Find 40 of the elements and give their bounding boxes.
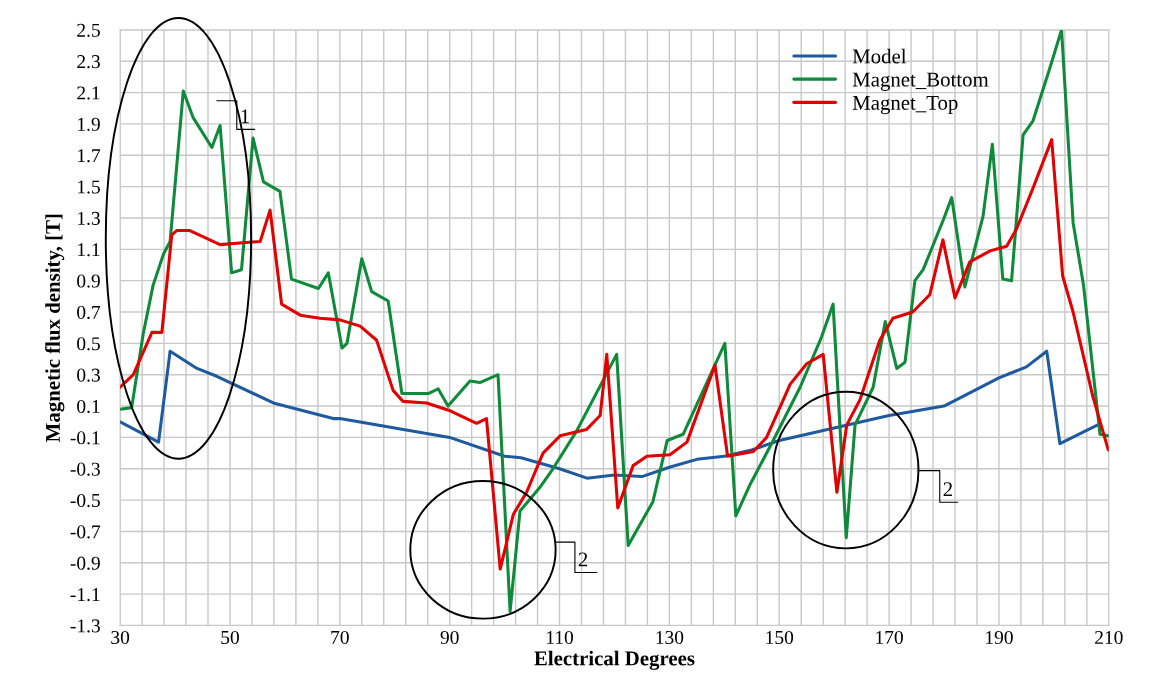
x-tick-label: 130 bbox=[656, 630, 684, 645]
y-tick-label: 0.3 bbox=[77, 368, 100, 382]
annotation: 2 bbox=[578, 552, 588, 567]
x-axis-title: Electrical Degrees bbox=[534, 650, 695, 670]
annotation: 1 bbox=[241, 109, 249, 124]
y-tick-label: 0.5 bbox=[77, 337, 100, 351]
x-tick-label: 190 bbox=[986, 630, 1013, 645]
y-tick-label: -0.7 bbox=[70, 525, 101, 539]
y-tick-label: -0.5 bbox=[70, 493, 100, 508]
legend-label: Magnet_Bottom bbox=[852, 72, 989, 91]
y-tick-label: 0.9 bbox=[77, 274, 100, 288]
x-tick-label: 210 bbox=[1095, 630, 1123, 645]
y-tick-label: 2.5 bbox=[77, 23, 100, 37]
y-tick-label: 0.1 bbox=[77, 399, 100, 414]
x-tick-label: 110 bbox=[547, 630, 574, 645]
y-tick-label: 1.7 bbox=[78, 149, 101, 163]
x-tick-label: 70 bbox=[331, 630, 349, 645]
legend-label: Model bbox=[852, 48, 907, 64]
line-series bbox=[120, 349, 1100, 480]
line-series bbox=[120, 138, 1109, 571]
y-tick-label: -0.9 bbox=[70, 556, 100, 570]
legend-label: Magnet_Top bbox=[852, 96, 958, 115]
y-tick-label: -1.1 bbox=[70, 588, 100, 602]
y-tick-label: 1.5 bbox=[78, 180, 100, 194]
y-axis-title: Magnetic flux density, [T] bbox=[45, 214, 65, 442]
y-tick-label: 2.3 bbox=[77, 55, 100, 69]
x-tick-label: 150 bbox=[766, 630, 794, 645]
y-tick-label: 1.9 bbox=[78, 117, 100, 131]
y-tick-label: -0.3 bbox=[70, 462, 100, 476]
x-tick-label: 170 bbox=[876, 630, 903, 645]
x-tick-label: 50 bbox=[221, 630, 239, 645]
x-tick-label: 90 bbox=[440, 630, 459, 645]
y-tick-label: 0.7 bbox=[77, 305, 101, 320]
annotation: 2 bbox=[943, 482, 952, 496]
y-tick-label: -1.3 bbox=[70, 619, 100, 633]
x-tick-label: 30 bbox=[111, 630, 130, 645]
y-tick-label: 1.3 bbox=[78, 211, 100, 225]
y-tick-label: -0.1 bbox=[70, 431, 100, 445]
y-tick-label: 1.1 bbox=[78, 243, 100, 257]
y-tick-label: 2.1 bbox=[77, 86, 100, 100]
